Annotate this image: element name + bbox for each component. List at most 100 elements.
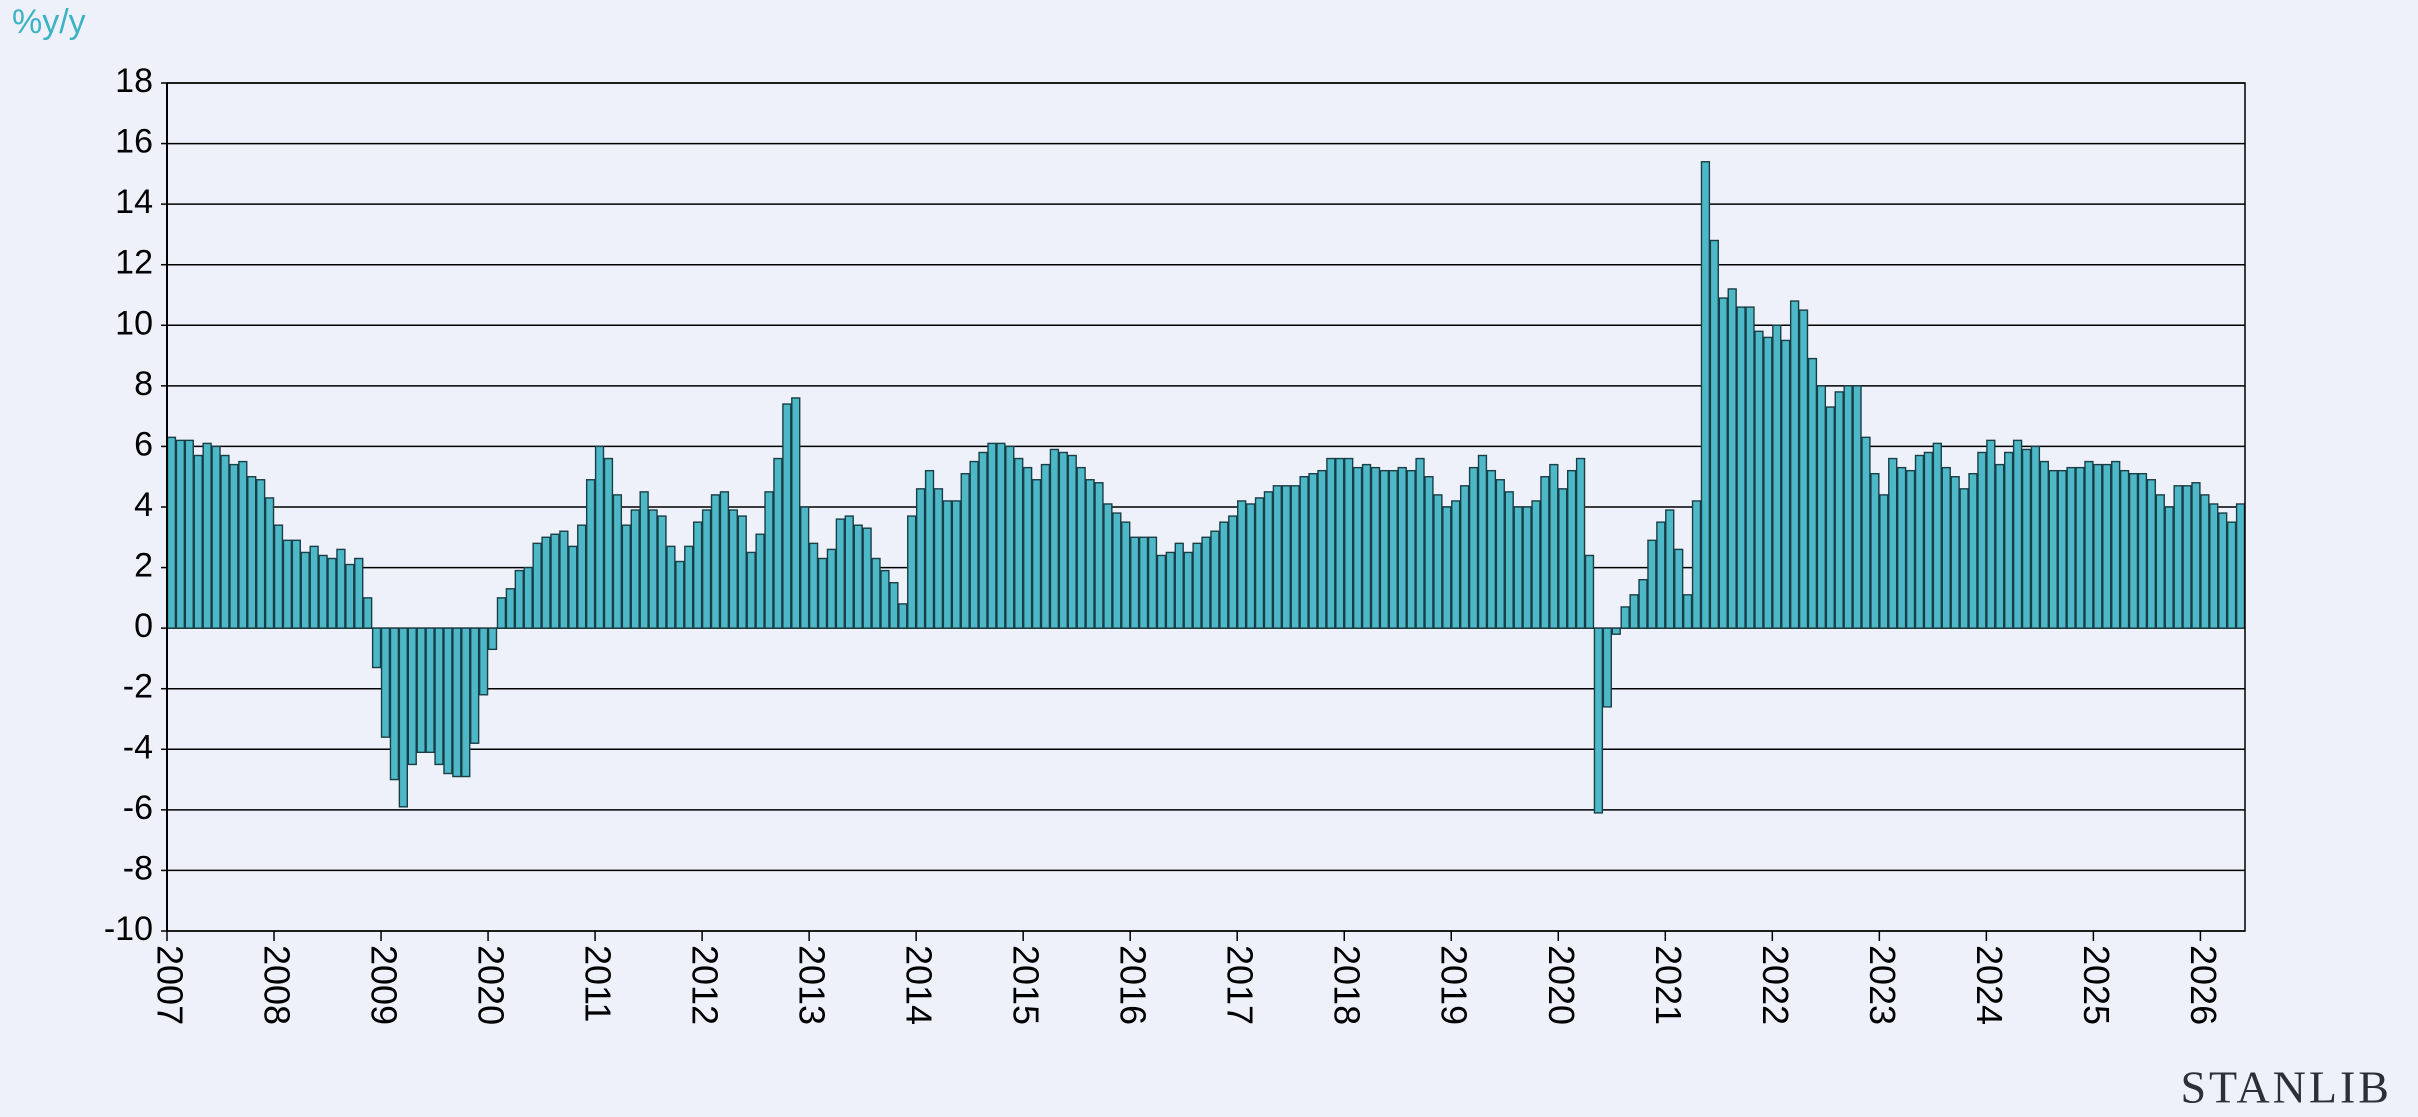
bar [327, 557, 337, 629]
bar [862, 527, 872, 629]
bar [1326, 457, 1336, 629]
bar [942, 500, 953, 629]
bar [345, 563, 355, 629]
bar [434, 627, 444, 766]
bar [1691, 500, 1702, 629]
bar [710, 494, 721, 629]
bar [220, 454, 230, 629]
bar [380, 627, 391, 738]
bar [1986, 439, 1996, 629]
y-axis-label: %y/y [12, 3, 86, 41]
bar [1103, 503, 1113, 629]
bar [1540, 476, 1550, 629]
bar [2200, 494, 2210, 629]
bar [398, 627, 408, 808]
bar [1914, 454, 1925, 629]
bar [1843, 385, 1853, 629]
x-tick-label: 2021 [1648, 945, 1689, 1025]
x-tick-label: 2025 [2076, 945, 2117, 1025]
bar [2146, 479, 2157, 629]
bar [2048, 469, 2058, 629]
bar [1486, 469, 1497, 629]
bar [2057, 469, 2067, 629]
bar [1067, 454, 1077, 629]
bar [478, 627, 489, 696]
bar [612, 494, 623, 629]
bar [648, 509, 658, 629]
bar [211, 445, 221, 629]
bar [692, 521, 703, 629]
y-tick-label: 12 [115, 244, 153, 282]
bar [2119, 469, 2130, 629]
x-tick-label: 2007 [149, 945, 190, 1025]
bar [371, 627, 382, 669]
bar [1112, 512, 1122, 629]
bar [166, 436, 177, 629]
bar [1317, 469, 1327, 629]
x-tick-label: 2024 [1969, 945, 2010, 1025]
bar [1210, 530, 1220, 629]
bar [1085, 479, 1095, 629]
x-tick-label: 2011 [578, 945, 619, 1022]
bar [1245, 503, 1256, 629]
bar [2111, 460, 2121, 629]
bar [1941, 466, 1951, 629]
bar [1923, 451, 1934, 629]
bar [1272, 485, 1283, 629]
bar [1763, 336, 1773, 629]
bar [1165, 551, 1175, 629]
x-tick-label: 2009 [364, 945, 405, 1025]
bar [1263, 491, 1274, 629]
bar [1968, 472, 1978, 629]
bar [1575, 457, 1586, 629]
bar [782, 403, 792, 629]
bar [416, 627, 426, 754]
bar [1504, 491, 1514, 629]
bar [532, 542, 542, 629]
bar [719, 491, 730, 629]
bar [1183, 551, 1193, 629]
bar [1727, 288, 1737, 629]
bar [1228, 515, 1238, 629]
bar [1451, 500, 1461, 629]
bar [987, 442, 997, 629]
bar [1888, 457, 1898, 629]
bar [1219, 521, 1229, 629]
bar [1825, 406, 1835, 629]
bar [1442, 506, 1452, 629]
bar [933, 488, 944, 629]
bar [1816, 385, 1827, 629]
bar [2226, 521, 2237, 629]
bar [2173, 485, 2183, 629]
bar [2030, 445, 2041, 629]
x-tick-label: 2022 [1755, 945, 1796, 1025]
bar [1549, 463, 1559, 629]
y-tick-label: 18 [115, 62, 153, 100]
bar [1031, 479, 1042, 629]
bar [2021, 448, 2032, 629]
bar [1040, 463, 1051, 629]
bar [1665, 509, 1675, 629]
x-tick-label: 2008 [257, 945, 298, 1025]
bar [737, 515, 747, 629]
bar [541, 536, 551, 629]
bar [1852, 385, 1862, 629]
bar [1647, 539, 1657, 629]
bar [550, 533, 560, 629]
x-tick-label: 2014 [899, 945, 940, 1025]
x-tick-label: 2016 [1113, 945, 1154, 1025]
bar [1433, 494, 1443, 629]
bar [255, 479, 266, 629]
bar [1798, 309, 1809, 629]
bar [1174, 542, 1184, 629]
bar [1014, 457, 1024, 629]
bar [2209, 503, 2219, 629]
bar [363, 597, 373, 629]
bar [264, 497, 275, 629]
bar [1566, 469, 1577, 629]
bar [773, 457, 783, 629]
bar [1950, 476, 1960, 629]
bar [996, 442, 1006, 629]
bar [1076, 466, 1086, 629]
